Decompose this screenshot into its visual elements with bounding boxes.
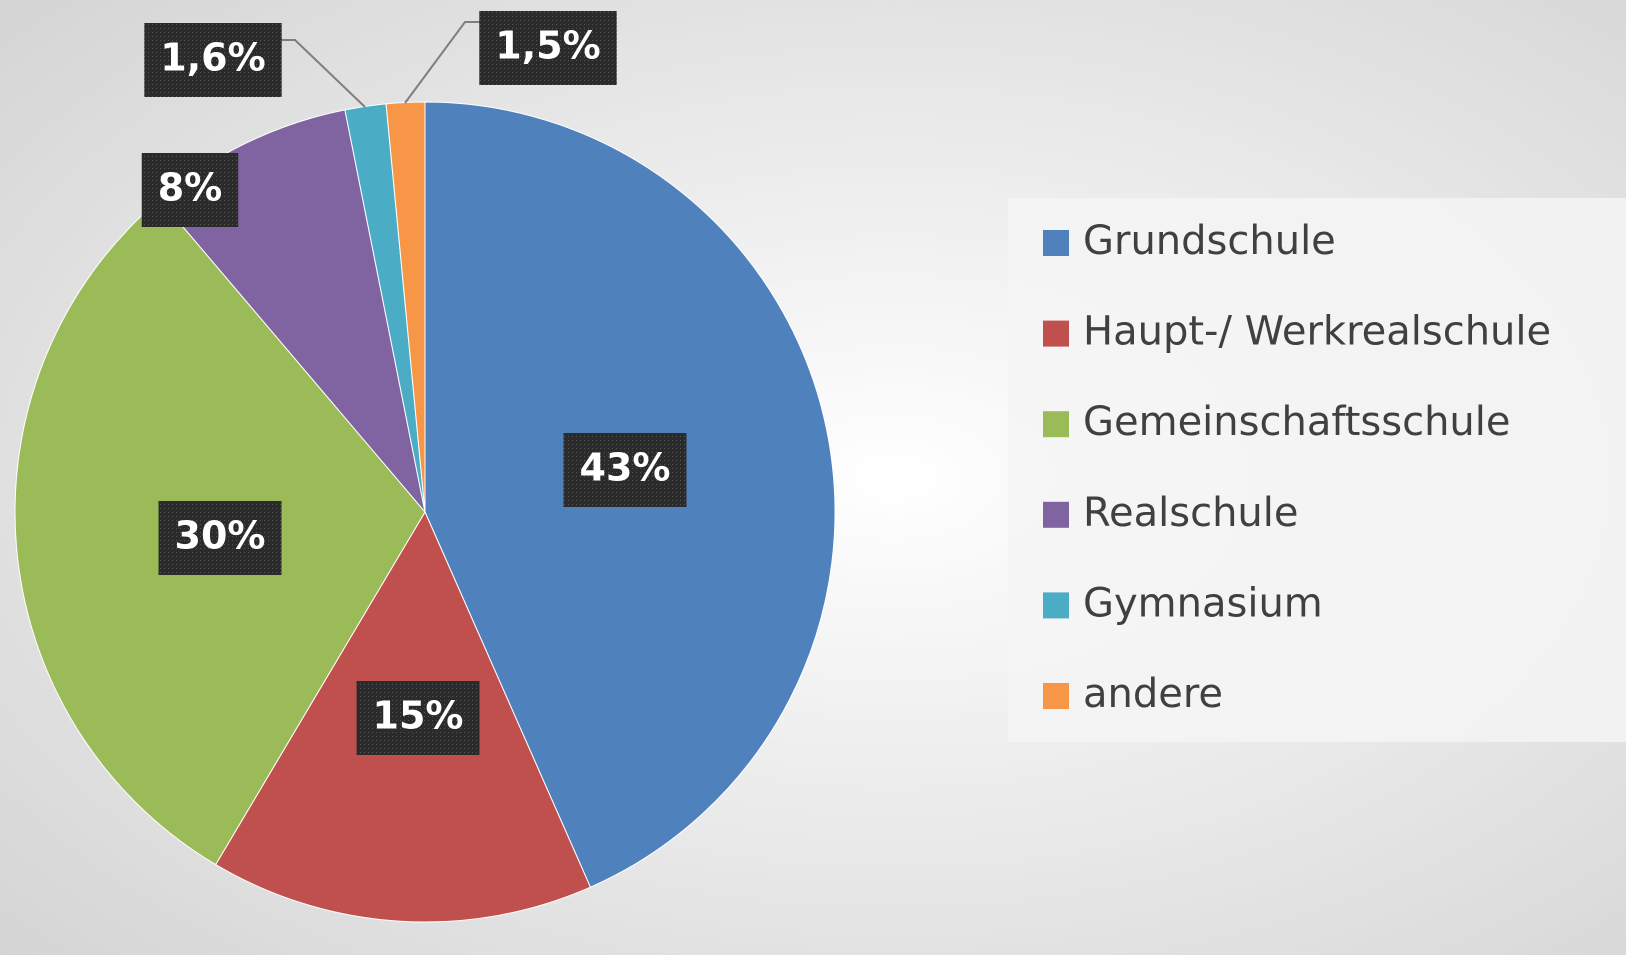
legend-label: Realschule: [1083, 490, 1299, 536]
data-label: 1,6%: [160, 36, 265, 80]
legend-swatch: [1043, 683, 1069, 709]
legend-swatch: [1043, 320, 1069, 347]
data-label: 15%: [373, 694, 464, 738]
data-label: 1,5%: [495, 24, 600, 68]
data-label-box: [356, 681, 480, 755]
legend-swatch: [1043, 592, 1069, 619]
pie: [14, 101, 836, 923]
data-labels: 43% 15% 30% 8% 1,6% 1,5%: [141, 11, 687, 755]
legend-label: Gemeinschaftsschule: [1083, 399, 1511, 445]
legend-box: [1008, 198, 1626, 742]
legend-label: Grundschule: [1083, 218, 1336, 264]
data-label-box: [144, 23, 282, 97]
leader-line: [278, 39, 366, 108]
legend: Grundschule Haupt-/ Werkrealschule Gemeins…: [1043, 218, 1551, 717]
data-label: 43%: [580, 446, 671, 490]
data-label-box: [563, 433, 687, 507]
data-label: 30%: [175, 514, 266, 558]
data-label: 8%: [158, 166, 223, 210]
legend-swatch: [1043, 411, 1069, 438]
data-label-box: [158, 501, 282, 575]
legend-label: Gymnasium: [1083, 580, 1323, 626]
legend-swatch: [1043, 501, 1069, 528]
legend-label: andere: [1083, 671, 1223, 717]
legend-swatch: [1043, 230, 1069, 256]
data-label-box: [141, 153, 239, 227]
legend-label: Haupt-/ Werkrealschule: [1083, 309, 1551, 355]
data-label-box: [479, 11, 617, 85]
